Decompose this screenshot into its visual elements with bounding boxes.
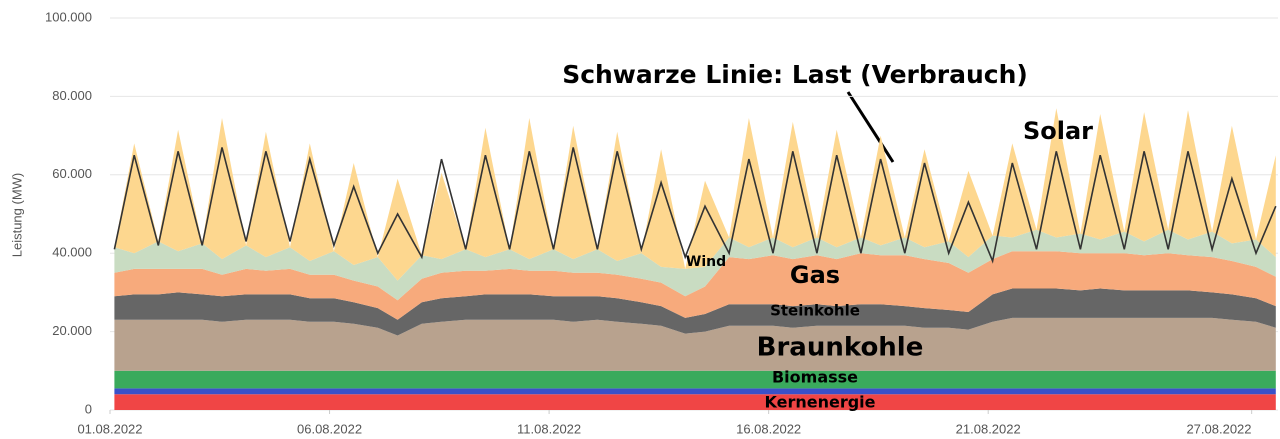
area xyxy=(114,317,1276,371)
series-label: Steinkohle xyxy=(770,302,860,320)
y-tick-label: 0 xyxy=(85,401,92,416)
series-label: Kernenergie xyxy=(764,393,875,412)
annotation-arrow xyxy=(846,91,895,163)
area xyxy=(114,251,1276,320)
series-label: Braunkohle xyxy=(757,333,924,363)
series-label: Wind xyxy=(686,254,726,270)
x-tick-label: 16.08.2022 xyxy=(736,421,801,436)
area xyxy=(114,370,1276,389)
annotation: Schwarze Linie: Last (Verbrauch) xyxy=(562,60,1028,89)
y-tick-label: 40.000 xyxy=(52,245,92,260)
x-tick-label: 01.08.2022 xyxy=(77,421,142,436)
x-tick-label: 11.08.2022 xyxy=(517,421,581,436)
y-axis-label: Leistung (MW) xyxy=(9,173,24,258)
y-tick-label: 80.000 xyxy=(52,88,92,103)
area xyxy=(114,394,1276,410)
y-tick-label: 100.000 xyxy=(45,9,92,24)
area xyxy=(114,108,1276,281)
area xyxy=(114,388,1276,395)
x-tick-label: 27.08.2022 xyxy=(1186,421,1251,436)
x-tick-label: 06.08.2022 xyxy=(297,421,362,436)
series-label: Solar xyxy=(1023,117,1093,145)
areas xyxy=(114,108,1276,410)
load-line xyxy=(113,147,1277,264)
area xyxy=(114,229,1276,301)
series-label: Gas xyxy=(790,261,840,289)
x-tick-label: 21.08.2022 xyxy=(956,421,1021,436)
y-tick-label: 20.000 xyxy=(52,323,92,338)
area xyxy=(114,288,1276,336)
y-tick-label: 60.000 xyxy=(52,166,92,181)
series-label: Biomasse xyxy=(772,368,858,387)
